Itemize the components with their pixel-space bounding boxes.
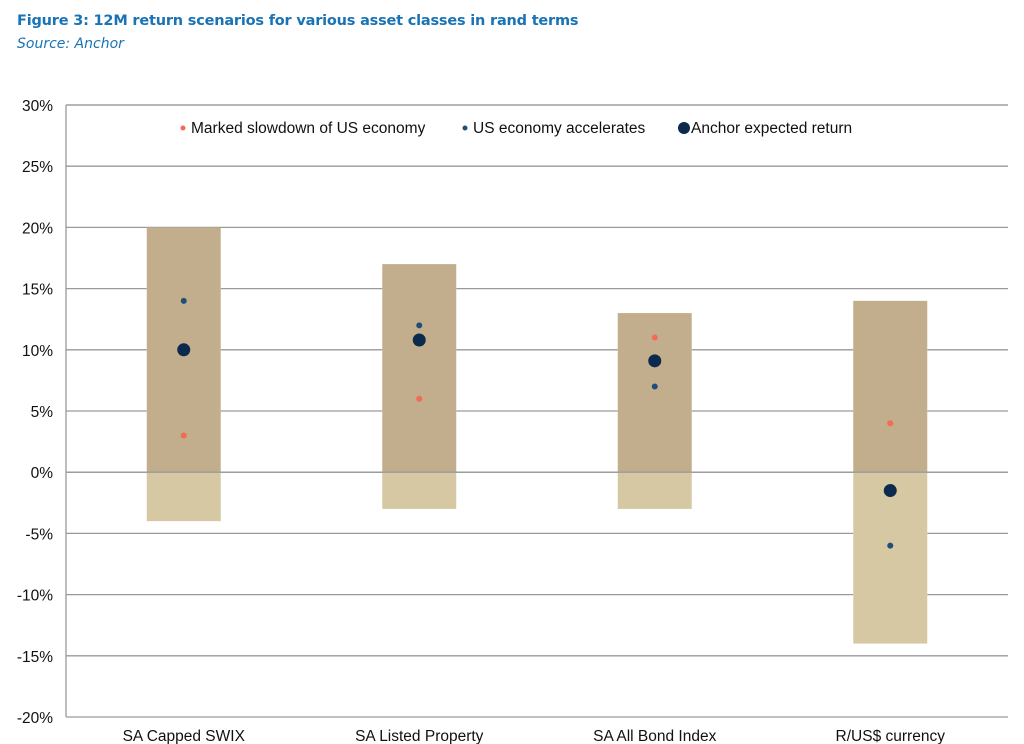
- range-bar-negative: [382, 472, 457, 509]
- range-bar-negative: [146, 472, 221, 522]
- axes: [65, 104, 1008, 718]
- y-tick-label: 5%: [31, 404, 54, 421]
- figure-title: Figure 3: 12M return scenarios for vario…: [17, 13, 579, 29]
- x-tick-labels: SA Capped SWIX SA Listed Property SA All B…: [123, 728, 946, 744]
- x-tick-label: SA Capped SWIX: [123, 728, 246, 744]
- y-tick-label: 25%: [22, 159, 53, 176]
- data-point: [648, 354, 662, 368]
- legend: Marked slowdown of US economy US economy …: [180, 120, 852, 137]
- y-tick-label: -10%: [17, 588, 53, 605]
- data-point: [651, 334, 658, 341]
- range-bar-negative: [853, 472, 928, 644]
- y-tick-label: -15%: [17, 649, 53, 666]
- legend-label: Marked slowdown of US economy: [191, 120, 426, 137]
- data-points: [177, 297, 897, 549]
- x-tick-label: SA All Bond Index: [593, 728, 716, 744]
- legend-marker: [180, 125, 186, 131]
- y-tick-label: 10%: [22, 343, 53, 360]
- range-bars: [146, 227, 928, 644]
- data-point: [887, 420, 894, 427]
- range-bar-positive: [382, 264, 457, 473]
- data-point: [177, 343, 191, 357]
- data-point: [416, 395, 423, 402]
- y-tick-label: 0%: [31, 465, 54, 482]
- x-tick-label: R/US$ currency: [836, 728, 946, 744]
- y-tick-label: -5%: [25, 526, 53, 543]
- data-point: [180, 432, 187, 439]
- y-tick-label: 30%: [22, 98, 53, 115]
- x-tick-label: SA Listed Property: [355, 728, 484, 744]
- data-point: [883, 484, 897, 498]
- data-point: [887, 542, 894, 549]
- legend-label: US economy accelerates: [473, 120, 646, 137]
- legend-marker: [462, 125, 468, 131]
- legend-marker: [678, 122, 690, 134]
- data-point: [651, 383, 658, 390]
- y-tick-label: -20%: [17, 710, 53, 727]
- data-point: [180, 297, 187, 304]
- data-point: [412, 333, 426, 347]
- y-tick-label: 20%: [22, 220, 53, 237]
- y-tick-label: 15%: [22, 282, 53, 299]
- range-bar-positive: [853, 300, 928, 473]
- y-tick-labels: 30% 25% 20% 15% 10% 5% 0% -5% -10% -15% -20%: [17, 98, 53, 727]
- range-bar-negative: [617, 472, 692, 509]
- figure-source: Source: Anchor: [17, 36, 124, 52]
- data-point: [416, 322, 423, 329]
- legend-label: Anchor expected return: [691, 120, 852, 137]
